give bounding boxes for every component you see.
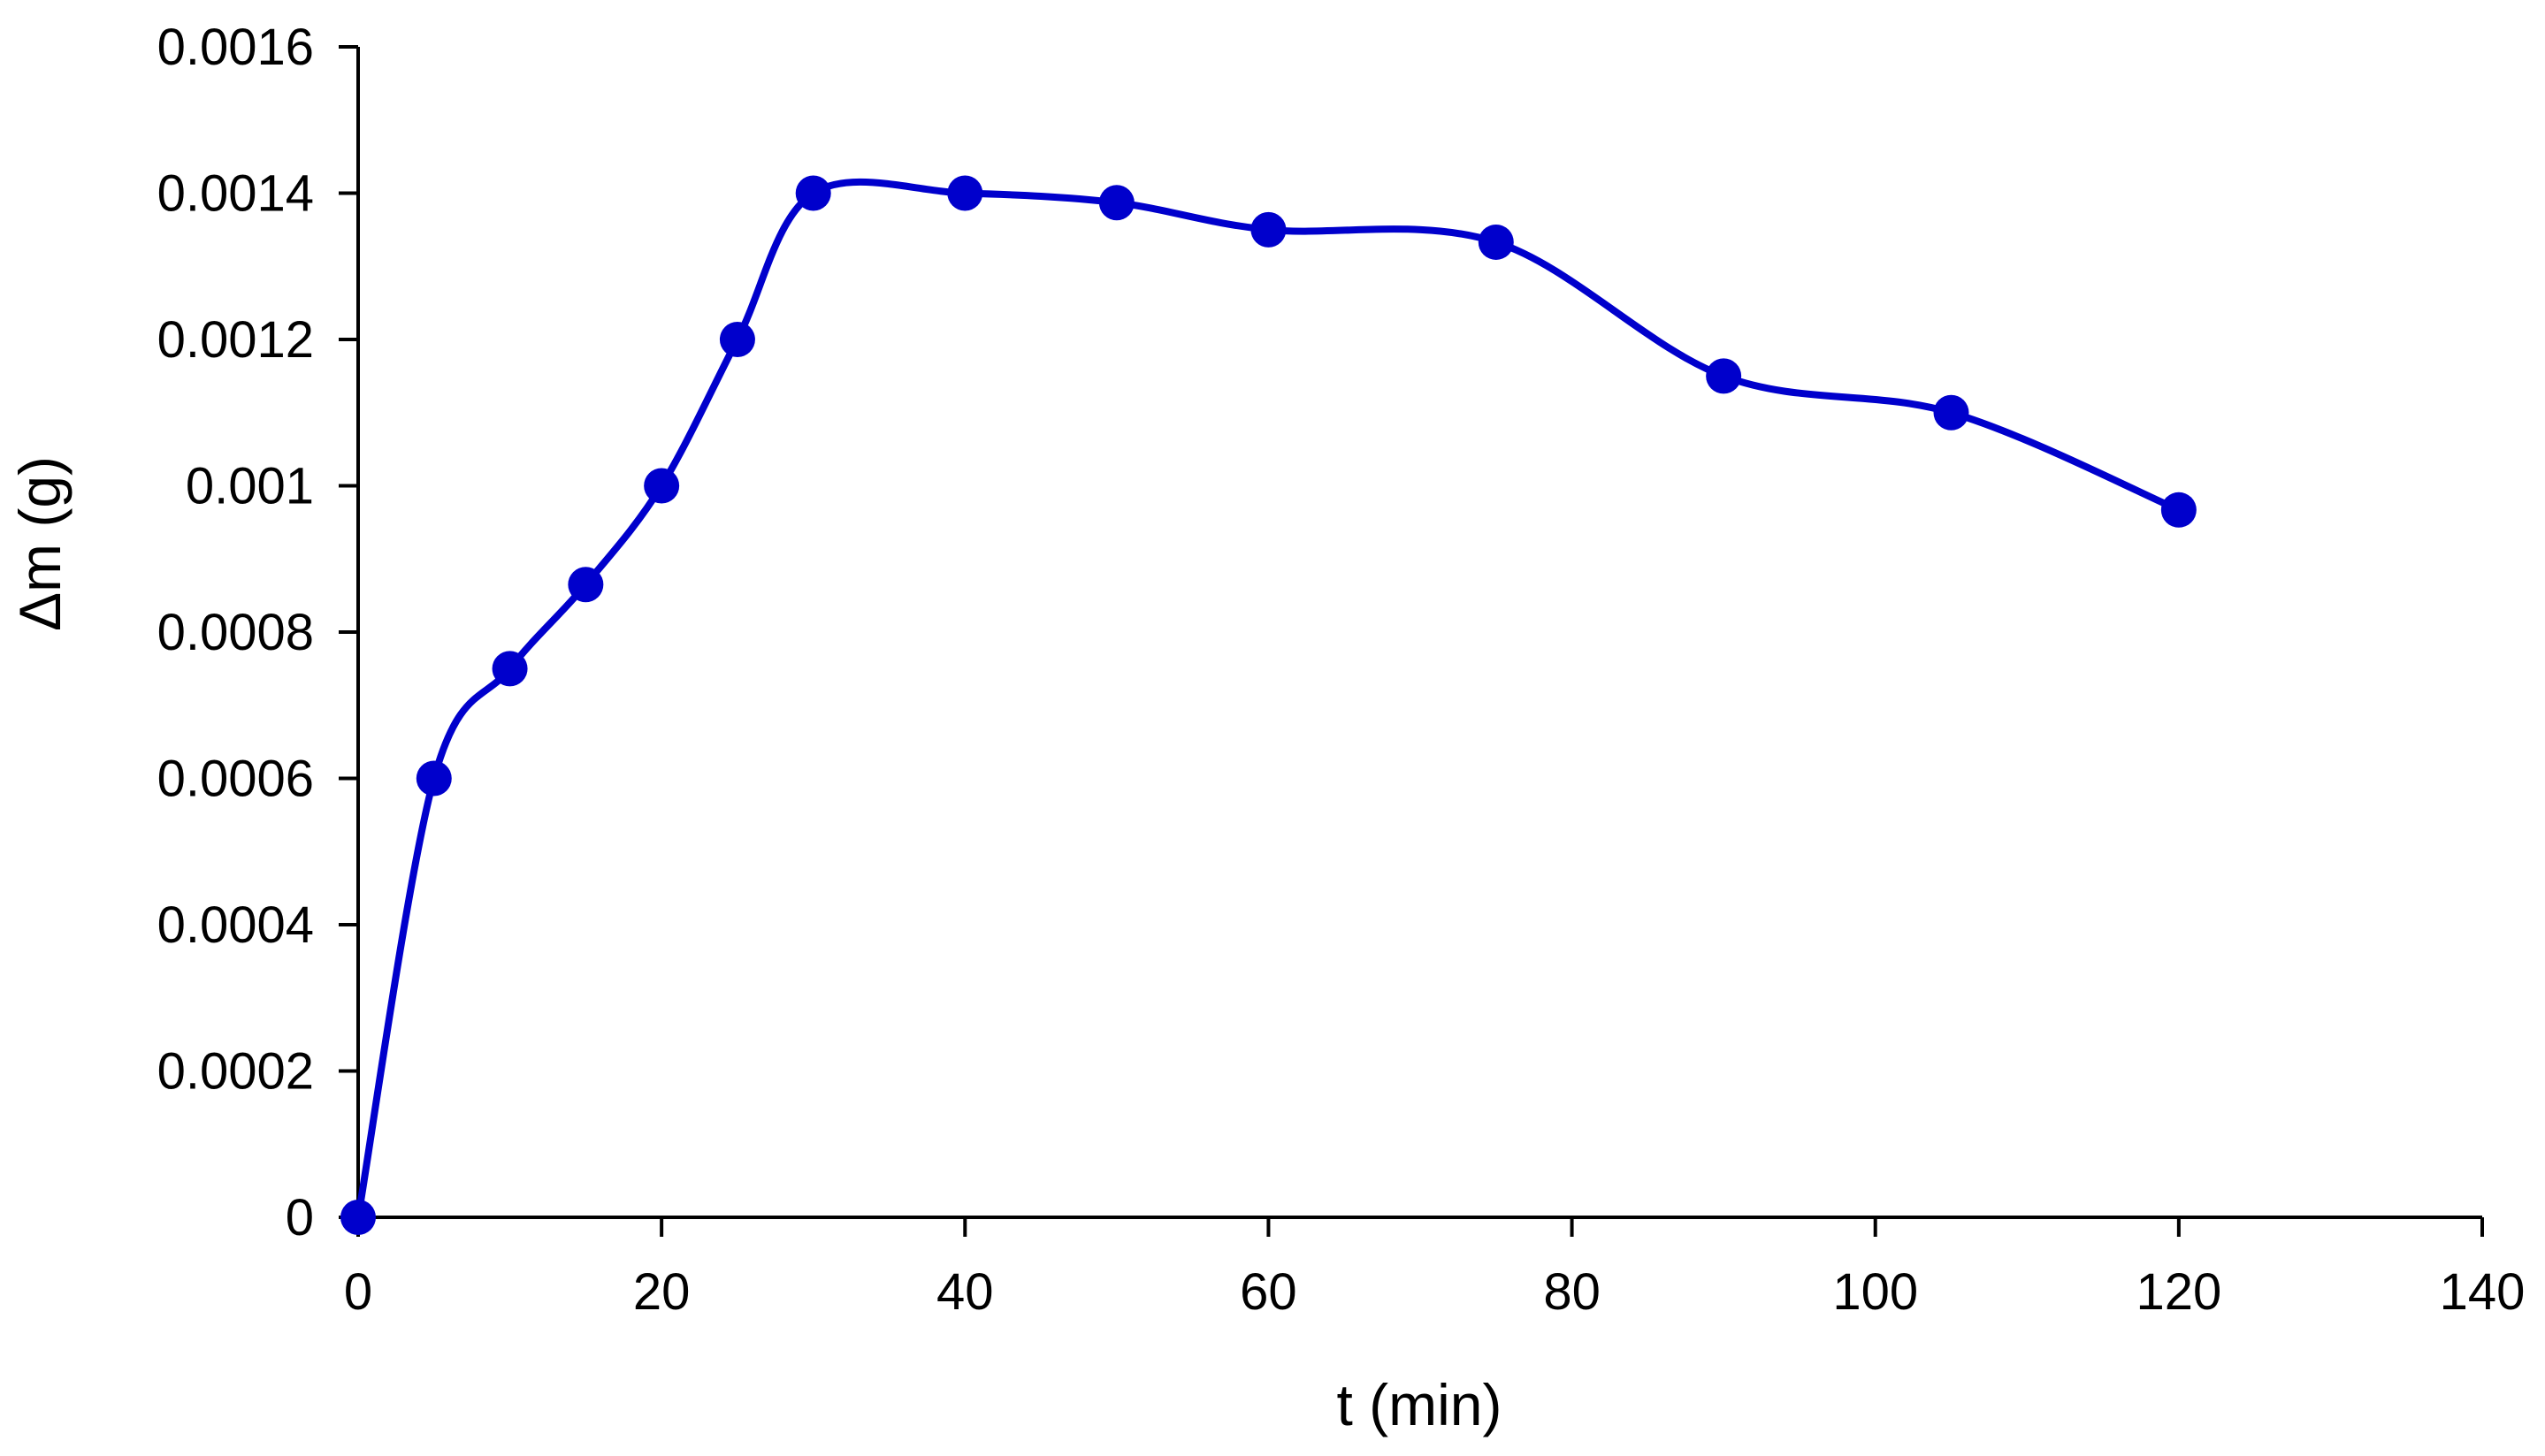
y-axis-title: Δm (g) xyxy=(7,456,73,631)
data-point-marker xyxy=(416,760,452,797)
y-tick-label: 0.0002 xyxy=(157,1043,314,1101)
data-point-marker xyxy=(492,651,528,687)
x-tick-label: 140 xyxy=(2440,1263,2526,1321)
data-point-marker xyxy=(1478,224,1514,260)
x-axis-title: t (min) xyxy=(1337,1372,1502,1437)
y-tick-label: 0.0008 xyxy=(157,604,314,661)
series-layer xyxy=(340,175,2197,1235)
y-tick-label: 0.0006 xyxy=(157,751,314,808)
x-tick-label: 80 xyxy=(1543,1263,1601,1321)
series-line xyxy=(355,178,2182,1221)
data-point-marker xyxy=(1706,358,1742,394)
y-ticks: 0 0.0002 0.0004 0.0006 0.0008 0.001 0.0012 0.00… xyxy=(157,19,358,1246)
data-point-marker xyxy=(340,1200,376,1235)
y-tick-label: 0.0004 xyxy=(157,896,314,954)
data-point-marker xyxy=(947,175,983,211)
data-point-marker xyxy=(795,175,831,211)
x-tick-label: 20 xyxy=(633,1263,691,1321)
x-ticks: 0 20 40 60 80 100 120 140 xyxy=(344,1217,2526,1321)
data-point-marker xyxy=(1250,211,1287,248)
x-tick-label: 0 xyxy=(344,1263,372,1321)
data-point-marker xyxy=(568,567,604,603)
x-tick-label: 60 xyxy=(1240,1263,1297,1321)
data-point-marker xyxy=(2160,492,2197,528)
x-tick-label: 100 xyxy=(1832,1263,1918,1321)
y-tick-label: 0.0016 xyxy=(157,19,314,76)
data-point-marker xyxy=(644,468,680,504)
data-point-marker xyxy=(719,322,755,357)
axes xyxy=(356,47,2482,1219)
y-tick-label: 0.0012 xyxy=(157,311,314,369)
data-point-marker xyxy=(1098,185,1135,221)
y-tick-label: 0 xyxy=(286,1189,314,1246)
x-tick-label: 120 xyxy=(2136,1263,2221,1321)
y-tick-label: 0.0014 xyxy=(157,165,314,223)
y-tick-label: 0.001 xyxy=(186,458,314,515)
x-tick-label: 40 xyxy=(936,1263,994,1321)
data-point-marker xyxy=(1933,394,1969,431)
